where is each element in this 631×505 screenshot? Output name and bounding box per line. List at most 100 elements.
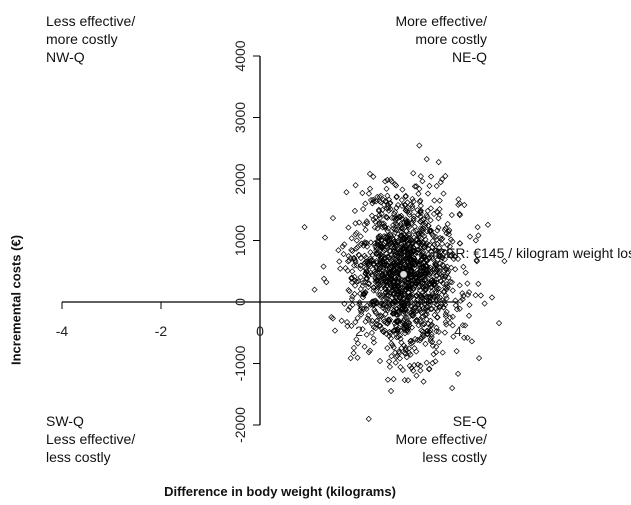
x-tick-label: 2 (355, 323, 363, 339)
data-point (379, 328, 386, 335)
y-tick-label: 0 (232, 298, 248, 306)
data-point (387, 387, 395, 395)
data-point (370, 173, 377, 180)
data-point (466, 233, 474, 240)
data-point (397, 321, 404, 328)
data-point (356, 219, 363, 226)
data-point (379, 274, 386, 282)
data-point (356, 252, 363, 259)
data-point (462, 269, 469, 276)
data-point (409, 203, 416, 210)
data-point (348, 246, 355, 254)
data-point (398, 240, 405, 247)
data-point (408, 324, 416, 331)
data-point (448, 211, 455, 219)
data-point (353, 262, 360, 269)
data-point (394, 352, 401, 359)
data-point (411, 255, 418, 262)
data-point (444, 284, 451, 291)
data-point (413, 317, 421, 324)
data-point (384, 345, 391, 352)
data-point (427, 294, 434, 301)
data-point (474, 224, 481, 231)
data-point (351, 290, 358, 298)
data-point (371, 306, 378, 313)
data-point (375, 242, 383, 249)
data-point (393, 215, 400, 222)
data-point (402, 310, 409, 317)
data-point (427, 305, 435, 313)
data-point (391, 226, 398, 233)
x-tick-label: -2 (155, 323, 168, 339)
data-point (336, 258, 343, 265)
quadrant-ne-line-2: more costly (415, 31, 487, 47)
data-point (382, 213, 390, 221)
data-point (391, 286, 399, 293)
data-point (448, 279, 456, 286)
data-point (351, 257, 359, 264)
data-point (434, 227, 441, 234)
data-point (442, 319, 449, 326)
data-point (377, 322, 384, 329)
data-point (449, 287, 456, 294)
data-point (388, 340, 395, 347)
data-point (433, 301, 440, 308)
data-point (337, 265, 344, 272)
data-point (422, 285, 429, 292)
data-point (418, 327, 425, 334)
data-point (416, 142, 423, 149)
data-point (391, 272, 398, 280)
data-point (357, 254, 364, 262)
data-point (387, 289, 394, 296)
data-point (391, 210, 398, 217)
quadrant-sw-line-1: SW-Q (46, 413, 84, 429)
data-point (397, 214, 404, 221)
quadrant-nw-line-1: Less effective/ (46, 13, 136, 29)
data-point (418, 293, 425, 301)
data-point (436, 206, 443, 213)
data-point (420, 253, 427, 260)
data-point (448, 264, 455, 271)
data-point (364, 302, 371, 309)
data-point (422, 305, 429, 312)
data-point (441, 288, 448, 295)
data-point (423, 212, 430, 219)
data-point (411, 183, 419, 190)
data-point (370, 196, 377, 203)
data-point (435, 289, 442, 296)
data-point (495, 320, 503, 327)
data-point (433, 328, 440, 335)
data-point (406, 223, 413, 231)
data-point (376, 212, 383, 219)
data-point (376, 283, 383, 290)
data-point (426, 270, 433, 278)
data-point (401, 300, 408, 308)
data-point (420, 321, 428, 328)
data-point (410, 217, 417, 224)
data-point (399, 366, 406, 374)
data-point (428, 331, 435, 338)
data-point (389, 261, 396, 268)
data-point (366, 170, 374, 177)
data-point (443, 295, 450, 302)
data-point (439, 280, 446, 287)
quadrant-sw-line-2: Less effective/ (46, 431, 136, 447)
data-point (388, 214, 395, 221)
data-point (357, 241, 364, 248)
data-point (386, 328, 393, 336)
data-point (363, 275, 370, 282)
data-point (395, 238, 402, 246)
data-point (365, 349, 372, 356)
data-point (323, 279, 330, 286)
data-point (473, 257, 480, 264)
data-point (405, 345, 413, 352)
data-point (398, 288, 405, 295)
data-point (432, 272, 440, 279)
data-point (447, 278, 454, 285)
data-point (377, 232, 384, 240)
data-point (428, 248, 435, 255)
data-point (437, 271, 444, 279)
data-point (409, 311, 416, 318)
data-point (404, 199, 411, 206)
data-point (354, 340, 362, 347)
